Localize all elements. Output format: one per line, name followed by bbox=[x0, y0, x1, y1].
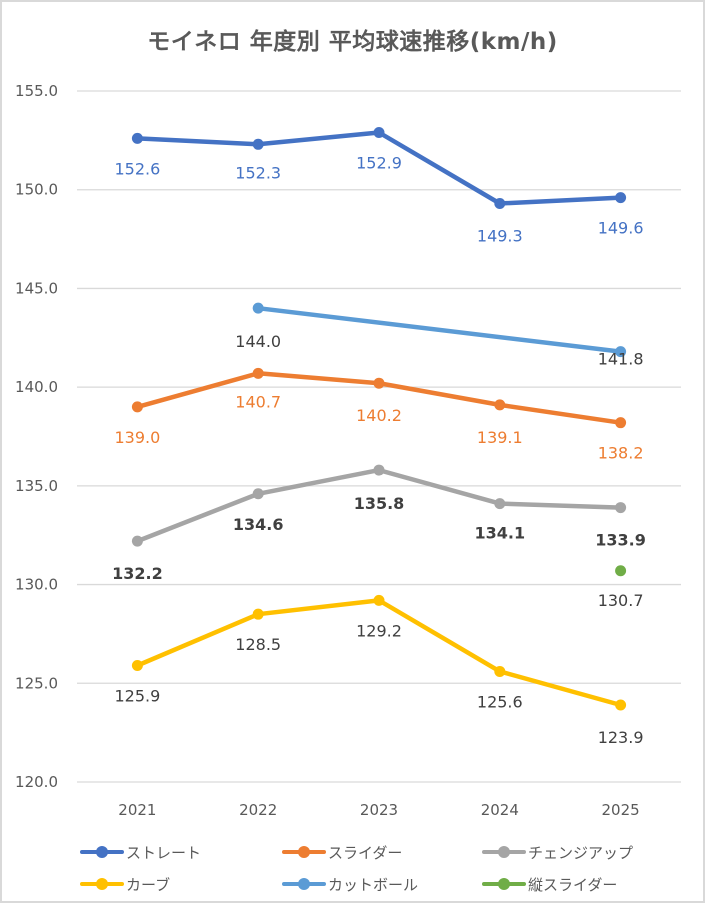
data-label: 141.8 bbox=[598, 350, 644, 369]
series-group bbox=[131, 126, 627, 711]
data-label: 140.7 bbox=[235, 392, 281, 411]
series-line bbox=[255, 305, 623, 354]
x-tick-label: 2022 bbox=[239, 801, 277, 819]
data-label: 134.6 bbox=[233, 515, 284, 534]
legend-label: カットボール bbox=[328, 875, 419, 894]
data-point bbox=[131, 132, 143, 144]
x-tick-label: 2025 bbox=[602, 801, 640, 819]
data-point bbox=[373, 464, 385, 476]
data-label: 139.0 bbox=[114, 428, 160, 447]
data-point bbox=[373, 594, 385, 606]
data-point bbox=[615, 699, 627, 711]
data-point bbox=[615, 565, 627, 577]
data-point bbox=[131, 535, 143, 547]
y-tick-label: 130.0 bbox=[15, 576, 58, 594]
x-tick-label: 2021 bbox=[118, 801, 156, 819]
legend-item-straight[interactable]: ストレート bbox=[80, 840, 201, 864]
x-tick-label: 2024 bbox=[481, 801, 519, 819]
data-point bbox=[494, 399, 506, 411]
data-label: 130.7 bbox=[598, 591, 644, 610]
data-point bbox=[373, 377, 385, 389]
data-label: 152.6 bbox=[114, 159, 160, 178]
legend-swatch-cutter bbox=[282, 878, 326, 890]
legend-label: スライダー bbox=[328, 843, 403, 862]
data-label: 135.8 bbox=[354, 494, 405, 513]
data-labels: 152.6 152.3 152.9 149.3 149.6 139.0 140.7 140.2… bbox=[112, 153, 646, 747]
data-label: 134.1 bbox=[474, 524, 525, 543]
data-point bbox=[615, 346, 627, 358]
legend-item-changeup[interactable]: チェンジアップ bbox=[482, 840, 633, 864]
data-label: 125.6 bbox=[477, 692, 523, 711]
data-label: 128.5 bbox=[235, 635, 281, 654]
legend-swatch-straight bbox=[80, 846, 124, 858]
data-point bbox=[252, 367, 264, 379]
data-label: 133.9 bbox=[595, 531, 646, 550]
legend: ストレート スライダー チェンジアップ カーブ カットボール 縦スライダー bbox=[0, 838, 705, 898]
data-point bbox=[373, 126, 385, 138]
data-label: 138.2 bbox=[598, 444, 644, 463]
legend-item-vertical-slider[interactable]: 縦スライダー bbox=[482, 872, 617, 896]
data-point bbox=[252, 138, 264, 150]
legend-label: チェンジアップ bbox=[528, 843, 634, 862]
legend-swatch-changeup bbox=[482, 846, 526, 858]
y-tick-label: 155.0 bbox=[15, 82, 58, 100]
data-point bbox=[615, 417, 627, 429]
data-label: 139.1 bbox=[477, 428, 523, 447]
legend-item-cutter[interactable]: カットボール bbox=[282, 872, 418, 896]
data-label: 144.0 bbox=[235, 332, 281, 351]
data-label: 123.9 bbox=[598, 728, 644, 747]
data-label: 149.3 bbox=[477, 227, 523, 246]
gridlines bbox=[77, 90, 681, 783]
data-point bbox=[494, 665, 506, 677]
x-tick-label: 2023 bbox=[360, 801, 398, 819]
y-tick-label: 140.0 bbox=[15, 378, 58, 396]
y-tick-label: 150.0 bbox=[15, 181, 58, 199]
legend-label: ストレート bbox=[126, 843, 202, 862]
data-label: 152.3 bbox=[235, 163, 281, 182]
data-label: 129.2 bbox=[356, 621, 402, 640]
data-point bbox=[252, 302, 264, 314]
data-point bbox=[131, 660, 143, 672]
data-point bbox=[494, 498, 506, 510]
legend-swatch-slider bbox=[282, 846, 326, 858]
legend-label: カーブ bbox=[126, 875, 171, 894]
data-point bbox=[252, 608, 264, 620]
data-point bbox=[131, 401, 143, 413]
data-point bbox=[252, 488, 264, 500]
x-axis-ticks: 2021 2022 2023 2024 2025 bbox=[118, 801, 639, 819]
legend-label: 縦スライダー bbox=[528, 875, 618, 894]
y-tick-label: 145.0 bbox=[15, 279, 58, 297]
y-tick-label: 135.0 bbox=[15, 477, 58, 495]
legend-item-slider[interactable]: スライダー bbox=[282, 840, 402, 864]
legend-swatch-vertical-slider bbox=[482, 878, 526, 890]
legend-swatch-curve bbox=[80, 878, 124, 890]
data-label: 125.9 bbox=[114, 687, 160, 706]
data-label: 132.2 bbox=[112, 564, 163, 583]
legend-item-curve[interactable]: カーブ bbox=[80, 872, 170, 896]
series-line bbox=[135, 598, 623, 708]
y-tick-label: 120.0 bbox=[15, 773, 58, 791]
data-point bbox=[615, 192, 627, 204]
data-point bbox=[494, 198, 506, 210]
data-label: 152.9 bbox=[356, 153, 402, 172]
chart-title: モイネロ 年度別 平均球速推移(km/h) bbox=[147, 29, 558, 55]
data-point bbox=[615, 502, 627, 514]
data-label: 149.6 bbox=[598, 219, 644, 238]
data-label: 140.2 bbox=[356, 406, 402, 425]
y-axis-ticks: 155.0 150.0 145.0 140.0 135.0 130.0 125.0 120.0 bbox=[15, 82, 58, 791]
y-tick-label: 125.0 bbox=[15, 674, 58, 692]
